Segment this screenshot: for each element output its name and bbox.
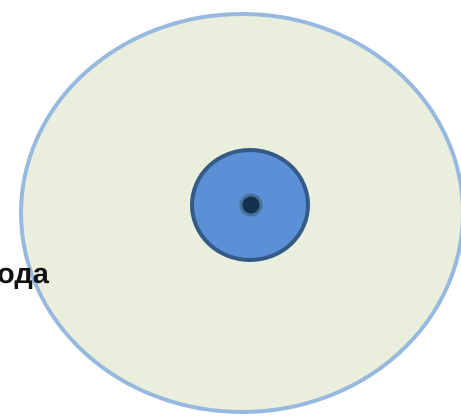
core-dot: [239, 193, 263, 217]
diagram-label: ода: [0, 258, 50, 290]
